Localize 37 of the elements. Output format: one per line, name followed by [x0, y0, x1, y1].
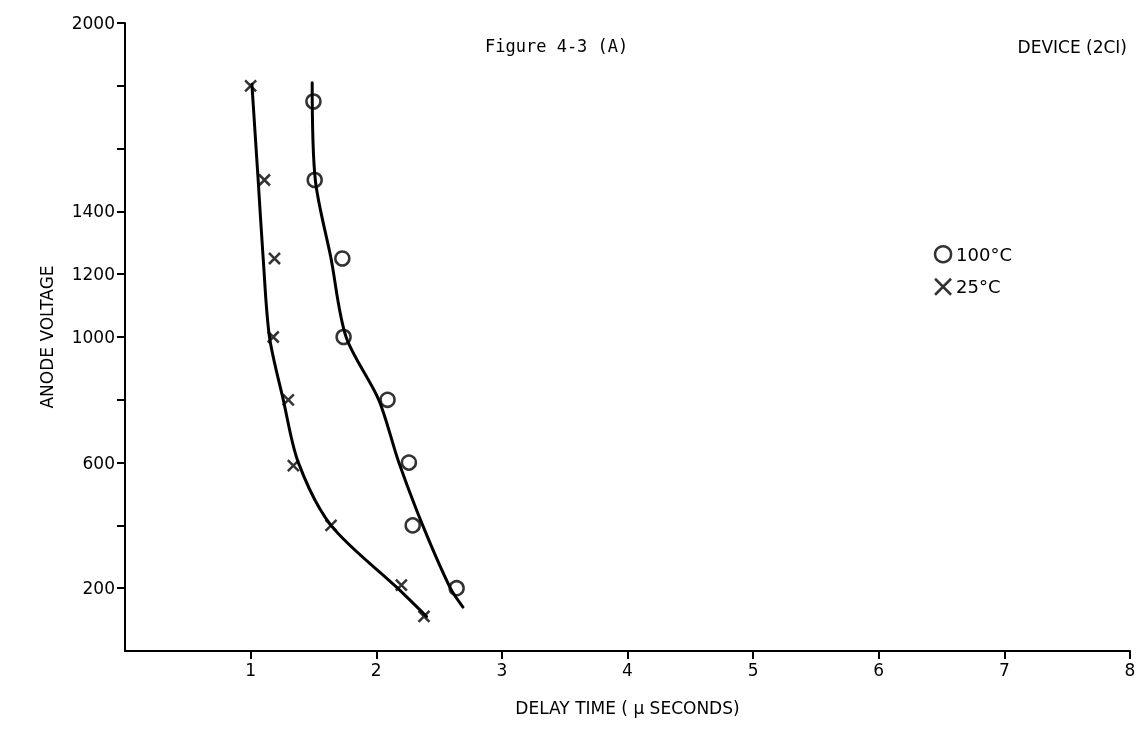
- legend-label: 100°C: [956, 243, 1013, 265]
- point: [324, 518, 338, 533]
- x-tick-label: 2: [370, 659, 382, 680]
- point: [266, 330, 280, 344]
- x-tick-label: 3: [496, 659, 508, 680]
- y-tick-label: 200: [82, 578, 115, 599]
- point: [267, 251, 282, 266]
- legend-label: 25°C: [956, 276, 1001, 298]
- point: [400, 454, 418, 471]
- point: [243, 79, 258, 93]
- y-tick-label: 1400: [71, 201, 115, 222]
- annotation: DEVICE (2CI): [1017, 36, 1128, 57]
- point: [257, 173, 272, 187]
- y-axis-title: ANODE VOLTAGE: [36, 265, 57, 409]
- point: [306, 171, 323, 189]
- x-axis-title: DELAY TIME ( μ SECONDS): [515, 697, 740, 718]
- x-tick-label: 4: [622, 659, 633, 680]
- point: [394, 578, 409, 592]
- y-tick-label: 2000: [71, 13, 115, 33]
- text: Figure 4-3 (A): [485, 35, 629, 56]
- point: [417, 609, 431, 624]
- y-tick-label: 600: [82, 452, 115, 473]
- point: [404, 517, 421, 534]
- point: [286, 458, 301, 473]
- x-tick-label: 1: [245, 659, 257, 680]
- point: [379, 391, 396, 409]
- x-tick-label: 7: [998, 659, 1010, 680]
- x-tick-label: 5: [747, 659, 759, 680]
- point: [334, 250, 351, 267]
- point: [448, 579, 465, 597]
- point: [305, 93, 322, 110]
- y-tick-label: 1000: [71, 327, 115, 347]
- y-tick-label: 1200: [71, 264, 115, 285]
- x-tick-label: 6: [873, 659, 885, 680]
- x-tick-label: 8: [1124, 659, 1136, 680]
- point: [281, 393, 296, 407]
- point: [335, 328, 352, 346]
